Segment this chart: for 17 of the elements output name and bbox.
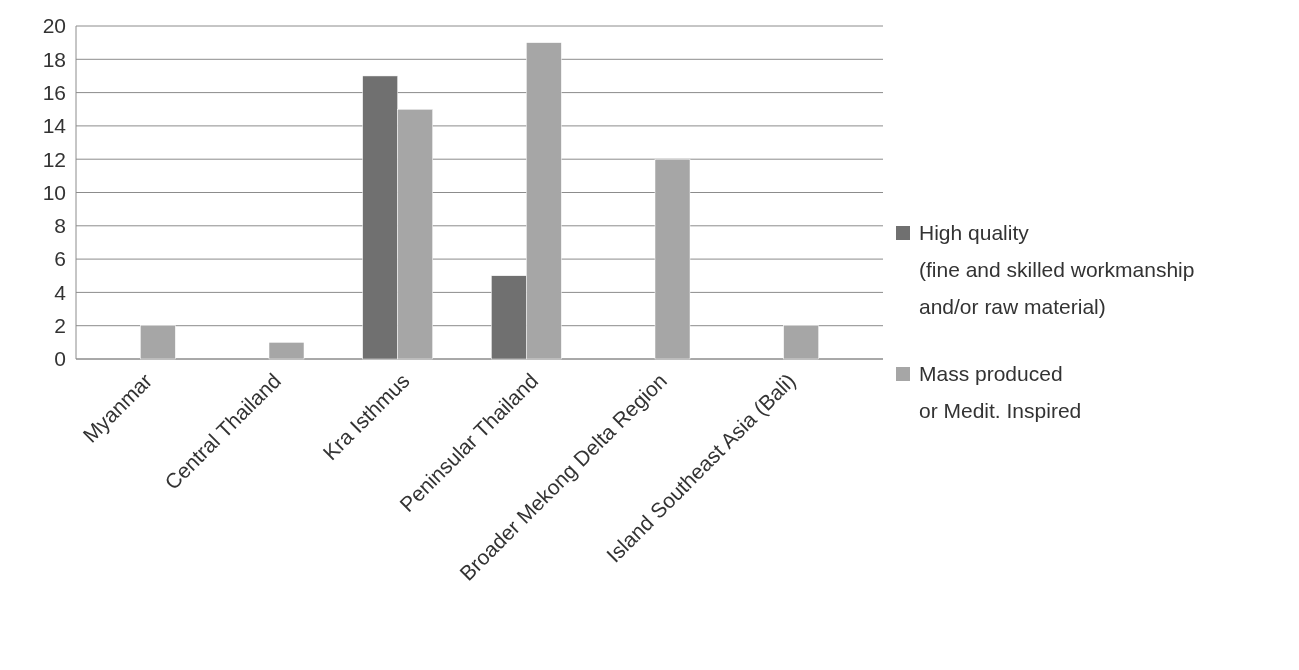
bar [783,325,819,360]
y-tick-label: 2 [54,314,66,338]
legend-label: High quality (fine and skilled workmanship and/or raw material) [919,221,1195,318]
y-tick-label: 20 [42,14,66,38]
y-tick-label: 12 [42,147,66,171]
y-tick-label: 8 [54,214,66,238]
bar [268,342,305,360]
y-tick-label: 16 [42,80,66,104]
legend-label: Mass produced or Medit. Inspired [919,362,1082,422]
y-tick-label: 6 [54,247,66,271]
y-tick-label: 4 [54,280,67,304]
y-tick-label: 18 [42,47,66,71]
bar [140,325,176,360]
y-tick-label: 14 [42,114,67,138]
bar [654,158,691,360]
y-tick-label: 10 [42,180,66,204]
y-tick-label: 0 [54,347,66,371]
